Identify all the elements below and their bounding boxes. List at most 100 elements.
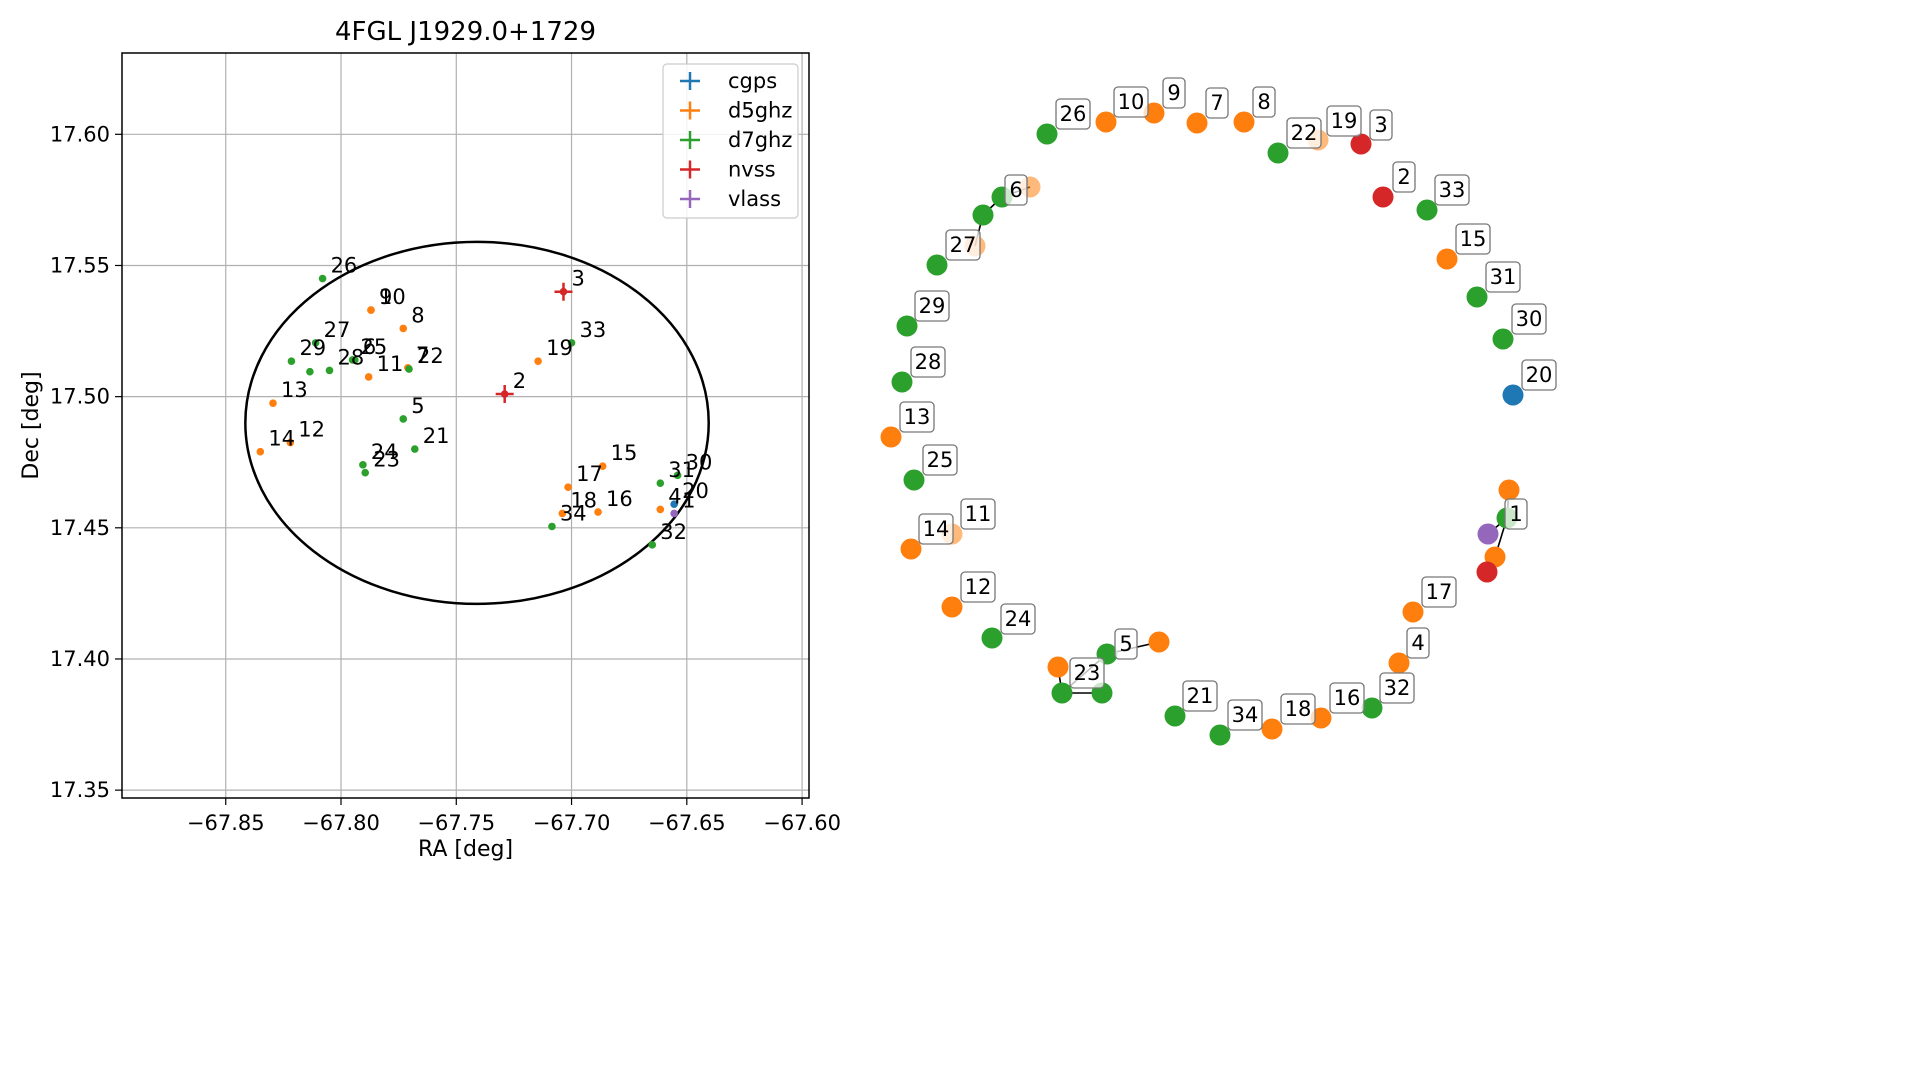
- node-label: 16: [1334, 686, 1361, 710]
- y-tick-label: 17.35: [50, 778, 110, 802]
- node-label-box: [1055, 98, 1091, 130]
- node-label: 21: [1187, 684, 1214, 708]
- network-edges: [974, 186, 1510, 694]
- source-point: [598, 462, 607, 470]
- legend: cgps d5ghz d7ghz nvss vlass: [662, 63, 799, 219]
- source-point: [564, 483, 572, 491]
- point-label: 23: [373, 448, 400, 472]
- source-point: [500, 390, 509, 398]
- network-node: [1361, 697, 1383, 719]
- node-label: 6: [1009, 178, 1022, 202]
- source-point: [656, 479, 665, 488]
- network-node: [891, 371, 913, 393]
- node-label-box: [1406, 627, 1430, 659]
- y-tick-label: 17.60: [50, 122, 110, 146]
- network-node: [1233, 111, 1255, 133]
- legend-box: [662, 63, 799, 219]
- source-point: [361, 468, 370, 477]
- x-tick-label: −67.80: [302, 811, 380, 835]
- network-node: [1492, 328, 1514, 350]
- network-node-labels: 26 10 9 7 822 19 32331531302062729281325141112…: [899, 77, 1557, 731]
- network-node: [1350, 133, 1372, 155]
- x-axis-label: RA [deg]: [418, 837, 513, 862]
- point-label: 24: [371, 440, 398, 464]
- x-tick-label: −67.70: [533, 811, 611, 835]
- node-label: 27: [950, 233, 977, 257]
- point-label: 1: [682, 488, 695, 512]
- source-point: [399, 415, 408, 423]
- point-label: 17: [576, 462, 603, 486]
- node-label-box: [1069, 657, 1105, 689]
- node-label-box: [1511, 303, 1547, 335]
- network-node: [1095, 111, 1117, 133]
- node-label: 32: [1384, 676, 1411, 700]
- localization-ellipse-curve: [244, 240, 710, 606]
- node-label-box: [1326, 105, 1362, 137]
- network-node: [1502, 384, 1524, 406]
- node-label: 4: [1411, 631, 1424, 655]
- node-label-box: [922, 444, 958, 476]
- point-label: 29: [299, 336, 326, 360]
- node-label: 34: [1232, 703, 1259, 727]
- localization-ellipse: [244, 240, 710, 606]
- legend-entry: vlass: [728, 187, 781, 211]
- source-point: [269, 399, 277, 408]
- node-label-box: [910, 346, 946, 378]
- point-label: 10: [379, 285, 406, 309]
- node-label: 15: [1460, 227, 1487, 251]
- network-node: [880, 426, 902, 448]
- node-label: 10: [1118, 90, 1145, 114]
- point-label: 25: [361, 335, 388, 359]
- point-label: 31: [668, 458, 695, 482]
- point-label: 14: [268, 427, 295, 451]
- network-node: [1498, 479, 1520, 501]
- node-label-box: [1392, 161, 1416, 193]
- point-label: 12: [298, 418, 325, 442]
- point-label: 5: [411, 394, 424, 418]
- network-node: [1148, 631, 1170, 653]
- node-label: 20: [1526, 363, 1553, 387]
- point-label: 3: [571, 267, 584, 291]
- source-point: [673, 471, 682, 480]
- x-axis-ticks: −67.85 −67.80 −67.75 −67.70 −67.65 −67.60: [187, 798, 841, 835]
- node-label: 9: [1167, 81, 1180, 105]
- point-label: 11: [377, 352, 404, 376]
- node-label: 23: [1074, 661, 1101, 685]
- network-node: [1267, 142, 1289, 164]
- network-node: [981, 627, 1003, 649]
- source-point: [287, 357, 296, 366]
- node-label-box: [1485, 261, 1521, 293]
- y-tick-label: 17.55: [50, 253, 110, 277]
- source-point: [399, 324, 408, 333]
- source-point: [311, 339, 320, 347]
- source-point: [286, 438, 295, 447]
- source-point: [367, 306, 375, 314]
- node-label-box: [1379, 672, 1415, 704]
- node-label: 33: [1439, 178, 1466, 202]
- network-node: [1416, 199, 1438, 221]
- network-node: [1402, 601, 1424, 623]
- source-point: [405, 365, 413, 373]
- y-axis-label: Dec [deg]: [19, 371, 44, 479]
- legend-entry: d5ghz: [728, 99, 792, 123]
- network-node: [1476, 561, 1498, 583]
- node-label-box: [960, 571, 996, 603]
- point-label: 33: [580, 318, 607, 342]
- point-label: 19: [546, 336, 573, 360]
- source-point: [567, 339, 576, 347]
- network-node: [1051, 682, 1073, 704]
- node-label-box: [1369, 109, 1393, 141]
- point-label: 8: [411, 303, 424, 327]
- source-point: [325, 366, 334, 375]
- node-label-box: [1227, 699, 1263, 731]
- source-point: [559, 287, 568, 296]
- source-point: [348, 356, 357, 364]
- node-label-box: [914, 290, 950, 322]
- node-label: 31: [1490, 265, 1517, 289]
- x-tick-label: −67.65: [648, 811, 726, 835]
- x-tick-label: −67.60: [763, 811, 841, 835]
- y-axis-ticks: 17.35 17.40 17.45 17.50 17.55 17.60: [50, 122, 122, 802]
- source-point: [364, 373, 373, 381]
- network-node: [896, 315, 918, 337]
- plot-frame: [121, 52, 810, 799]
